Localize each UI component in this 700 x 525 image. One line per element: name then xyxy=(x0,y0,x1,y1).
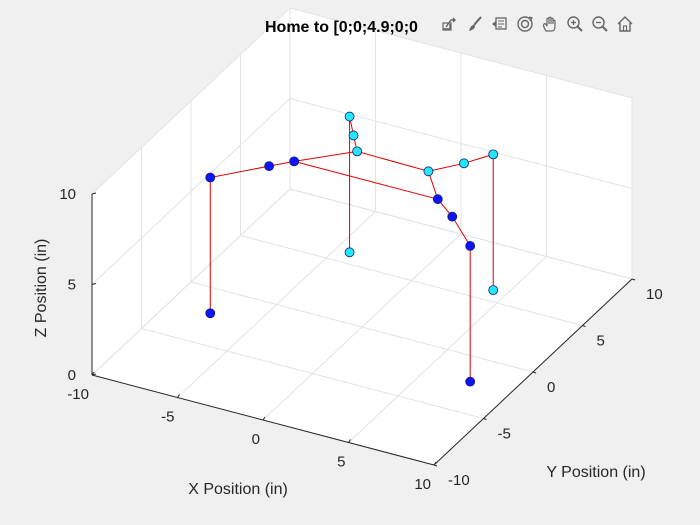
pan-button[interactable] xyxy=(538,15,561,38)
chart-title: Home to [0;0;4.9;0;0 xyxy=(265,19,418,36)
y-tick-label: 10 xyxy=(646,286,663,303)
grid-line xyxy=(289,188,633,280)
zoom-in-icon xyxy=(566,15,584,38)
x-tick-label: 0 xyxy=(252,431,260,448)
export-button[interactable] xyxy=(438,15,461,38)
y-tick-label: 5 xyxy=(597,333,605,350)
x-tick-label: 10 xyxy=(414,476,431,493)
grid-line xyxy=(190,281,534,373)
leg-link-3 xyxy=(349,116,358,253)
z-tick-label: 10 xyxy=(59,186,76,203)
home-icon xyxy=(616,15,634,38)
datatip-icon xyxy=(491,15,509,38)
robot-joints xyxy=(205,111,499,387)
joint-marker xyxy=(344,111,355,122)
z-tick-label: 0 xyxy=(68,367,76,384)
grid-line xyxy=(91,188,291,376)
z-tick-label: 5 xyxy=(68,277,76,294)
joint-marker xyxy=(205,308,216,319)
leg-link-1 xyxy=(209,160,295,314)
tick-mark xyxy=(348,439,351,443)
grid-line xyxy=(91,98,291,285)
x-tick-label: -10 xyxy=(67,386,89,403)
brush-button[interactable] xyxy=(463,15,486,38)
z-axis-label: Z Position (in) xyxy=(33,239,50,338)
tick-mark xyxy=(433,464,438,467)
restore-view-button[interactable] xyxy=(613,15,636,38)
tick-mark xyxy=(483,418,487,420)
datatip-button[interactable] xyxy=(488,15,511,38)
joint-marker xyxy=(264,161,275,172)
joint-marker xyxy=(205,172,216,183)
joint-marker xyxy=(423,166,434,177)
tick-mark xyxy=(433,461,437,466)
tick-mark xyxy=(631,278,636,281)
axis-ticks: -10 -5 0 5 10 -10 -5 0 5 10 0 5 10 xyxy=(59,186,662,493)
joint-marker xyxy=(289,156,300,167)
tick-mark xyxy=(532,371,537,374)
leg-link-2 xyxy=(437,198,471,382)
tick-mark xyxy=(177,394,180,398)
joint-marker xyxy=(348,130,359,141)
tick-mark xyxy=(582,325,586,327)
joint-marker xyxy=(447,211,458,222)
axes-toolbar xyxy=(438,14,636,38)
tick-mark xyxy=(91,373,97,376)
grid-line xyxy=(91,7,291,195)
grid-line xyxy=(141,328,484,419)
leg-link-4 xyxy=(428,153,494,291)
joint-marker xyxy=(465,376,476,387)
pan-hand-icon xyxy=(541,15,559,38)
tick-mark xyxy=(91,192,97,195)
zoom-in-button[interactable] xyxy=(563,15,586,38)
joint-marker xyxy=(459,158,469,169)
joint-marker xyxy=(488,285,499,296)
grid-line xyxy=(240,235,583,326)
y-tick-label: -5 xyxy=(498,426,511,443)
grid-line xyxy=(289,7,633,99)
zoom-out-icon xyxy=(591,15,609,38)
tick-mark xyxy=(262,416,266,421)
export-icon xyxy=(441,15,459,38)
joint-marker xyxy=(432,194,443,205)
rotate-button[interactable] xyxy=(513,15,536,38)
joint-marker xyxy=(352,146,363,157)
joint-marker xyxy=(344,247,355,258)
y-axis-label: Y Position (in) xyxy=(546,464,645,481)
x-tick-label: 5 xyxy=(337,454,345,471)
brush-icon xyxy=(466,15,484,38)
y-tick-label: 0 xyxy=(547,379,555,396)
zoom-out-button[interactable] xyxy=(588,15,611,38)
x-axis-label: X Position (in) xyxy=(188,481,288,498)
tick-mark xyxy=(91,283,97,285)
joint-marker xyxy=(488,149,499,160)
x-tick-label: -5 xyxy=(161,409,174,426)
joint-marker xyxy=(465,241,476,251)
rotate-3d-icon xyxy=(516,15,534,38)
y-tick-label: -10 xyxy=(448,472,470,489)
